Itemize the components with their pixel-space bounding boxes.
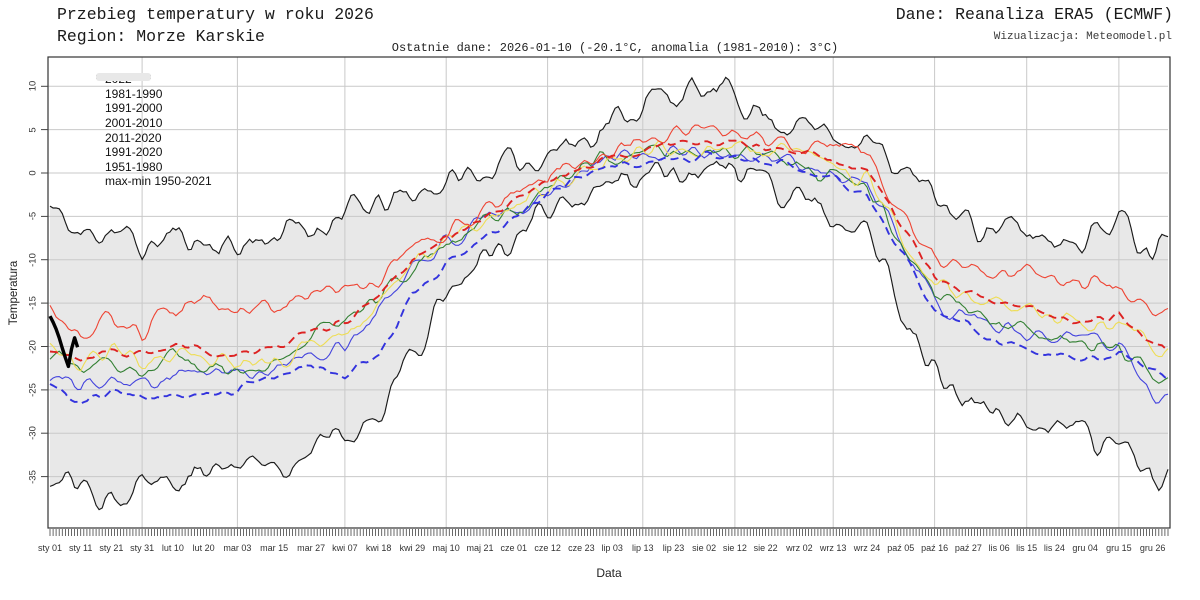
x-tick-label: cze 23 [568,543,595,553]
x-tick-label: wrz 13 [819,543,847,553]
x-tick-label: lut 20 [192,543,215,553]
x-tick-label: gru 04 [1072,543,1098,553]
x-tick-label: mar 15 [260,543,289,553]
legend-item: 1991-2000 [95,76,212,116]
x-tick-label: wrz 02 [786,543,813,553]
legend-item: 2011-2020 [95,76,212,145]
y-tick-label: -10 [27,252,39,267]
series-line-2022 [48,315,80,369]
x-tick-label: kwi 18 [365,543,392,553]
y-tick-label: -5 [27,212,39,221]
x-tick-label: lis 06 [988,543,1010,553]
x-axis-title: Data [596,566,622,580]
x-tick-label: maj 10 [432,543,460,553]
legend-item: 1981-1990 [95,76,212,102]
legend-item: max-min 1950-2021 [95,73,212,189]
y-tick-label: 5 [27,126,39,133]
region-subtitle: Region: Morze Karskie [57,27,265,46]
x-tick-label: kwi 29 [399,543,426,553]
x-tick-label: maj 21 [466,543,494,553]
y-tick-label: -20 [27,339,39,354]
y-tick-label: 10 [27,81,39,92]
chart-legend: 20221981-19901991-20002001-20102011-2020… [95,72,212,189]
y-axis-title: Temperatura [8,260,20,326]
max-min-band [50,77,1168,510]
legend-band-swatch [96,73,151,81]
x-tick-label: sty 21 [99,543,124,553]
x-tick-label: mar 27 [297,543,326,553]
x-tick-label: paź 05 [887,543,915,553]
last-data-annotation: Ostatnie dane: 2026-01-10 (-20.1°C, anom… [391,41,839,55]
x-tick-label: lip 23 [662,543,685,553]
x-tick-label: lip 13 [632,543,654,553]
y-tick-label: -25 [27,383,39,397]
y-tick-label: -35 [27,469,39,484]
x-tick-label: lip 03 [601,543,623,553]
legend-label: 2011-2020 [105,130,162,145]
legend-label: 1991-2000 [105,101,163,116]
legend-swatch [96,73,151,81]
x-tick-label: kwi 07 [332,543,358,553]
legend-item: 2001-2010 [95,76,212,131]
x-tick-label: cze 01 [500,543,528,553]
x-tick-label: wrz 24 [853,543,881,553]
x-tick-label: lis 24 [1043,543,1065,553]
x-tick-label: gru 15 [1106,543,1132,553]
x-minor-ticks [49,529,1169,536]
x-tick-label: sty 11 [69,543,93,553]
legend-label: 1991-2020 [105,145,163,160]
x-tick-label: sty 31 [130,543,155,553]
x-tick-label: lis 15 [1016,543,1038,553]
x-tick-label: paź 27 [954,543,982,553]
y-tick-label: -30 [27,426,39,441]
x-tick-label: sie 12 [722,543,747,553]
x-tick-label: sie 02 [692,543,717,553]
legend-label: max-min 1950-2021 [105,174,212,189]
x-tick-label: cze 12 [534,543,561,553]
legend-item: 1951-1980 [95,75,212,175]
y-tick-label: -15 [27,296,39,310]
series-line-1991-2020 [49,139,1169,362]
x-tick-label: lut 10 [161,543,184,553]
band-max-line [49,76,1169,261]
x-tick-label: gru 26 [1139,543,1166,553]
legend-label: 1951-1980 [105,159,163,174]
visualization-credit: Wizualizacja: Meteomodel.pl [993,31,1172,43]
legend-label: 1981-1990 [105,86,163,101]
legend-label: 2001-2010 [105,116,163,131]
y-tick-label: 0 [27,170,39,176]
legend-item: 1991-2020 [95,75,212,160]
band-min-line [49,160,1169,511]
series-line-2011-2020 [49,124,1169,342]
page-title: Przebieg temperatury w roku 2026 [57,5,374,24]
x-tick-label: sie 22 [753,543,778,553]
data-source-label: Dane: Reanaliza ERA5 (ECMWF) [895,5,1173,24]
x-tick-label: paź 16 [921,543,949,553]
x-tick-label: sty 01 [37,543,63,553]
plot-border [47,56,1171,529]
series-line-1991-2000 [49,144,1169,384]
x-tick-label: mar 03 [223,543,252,553]
